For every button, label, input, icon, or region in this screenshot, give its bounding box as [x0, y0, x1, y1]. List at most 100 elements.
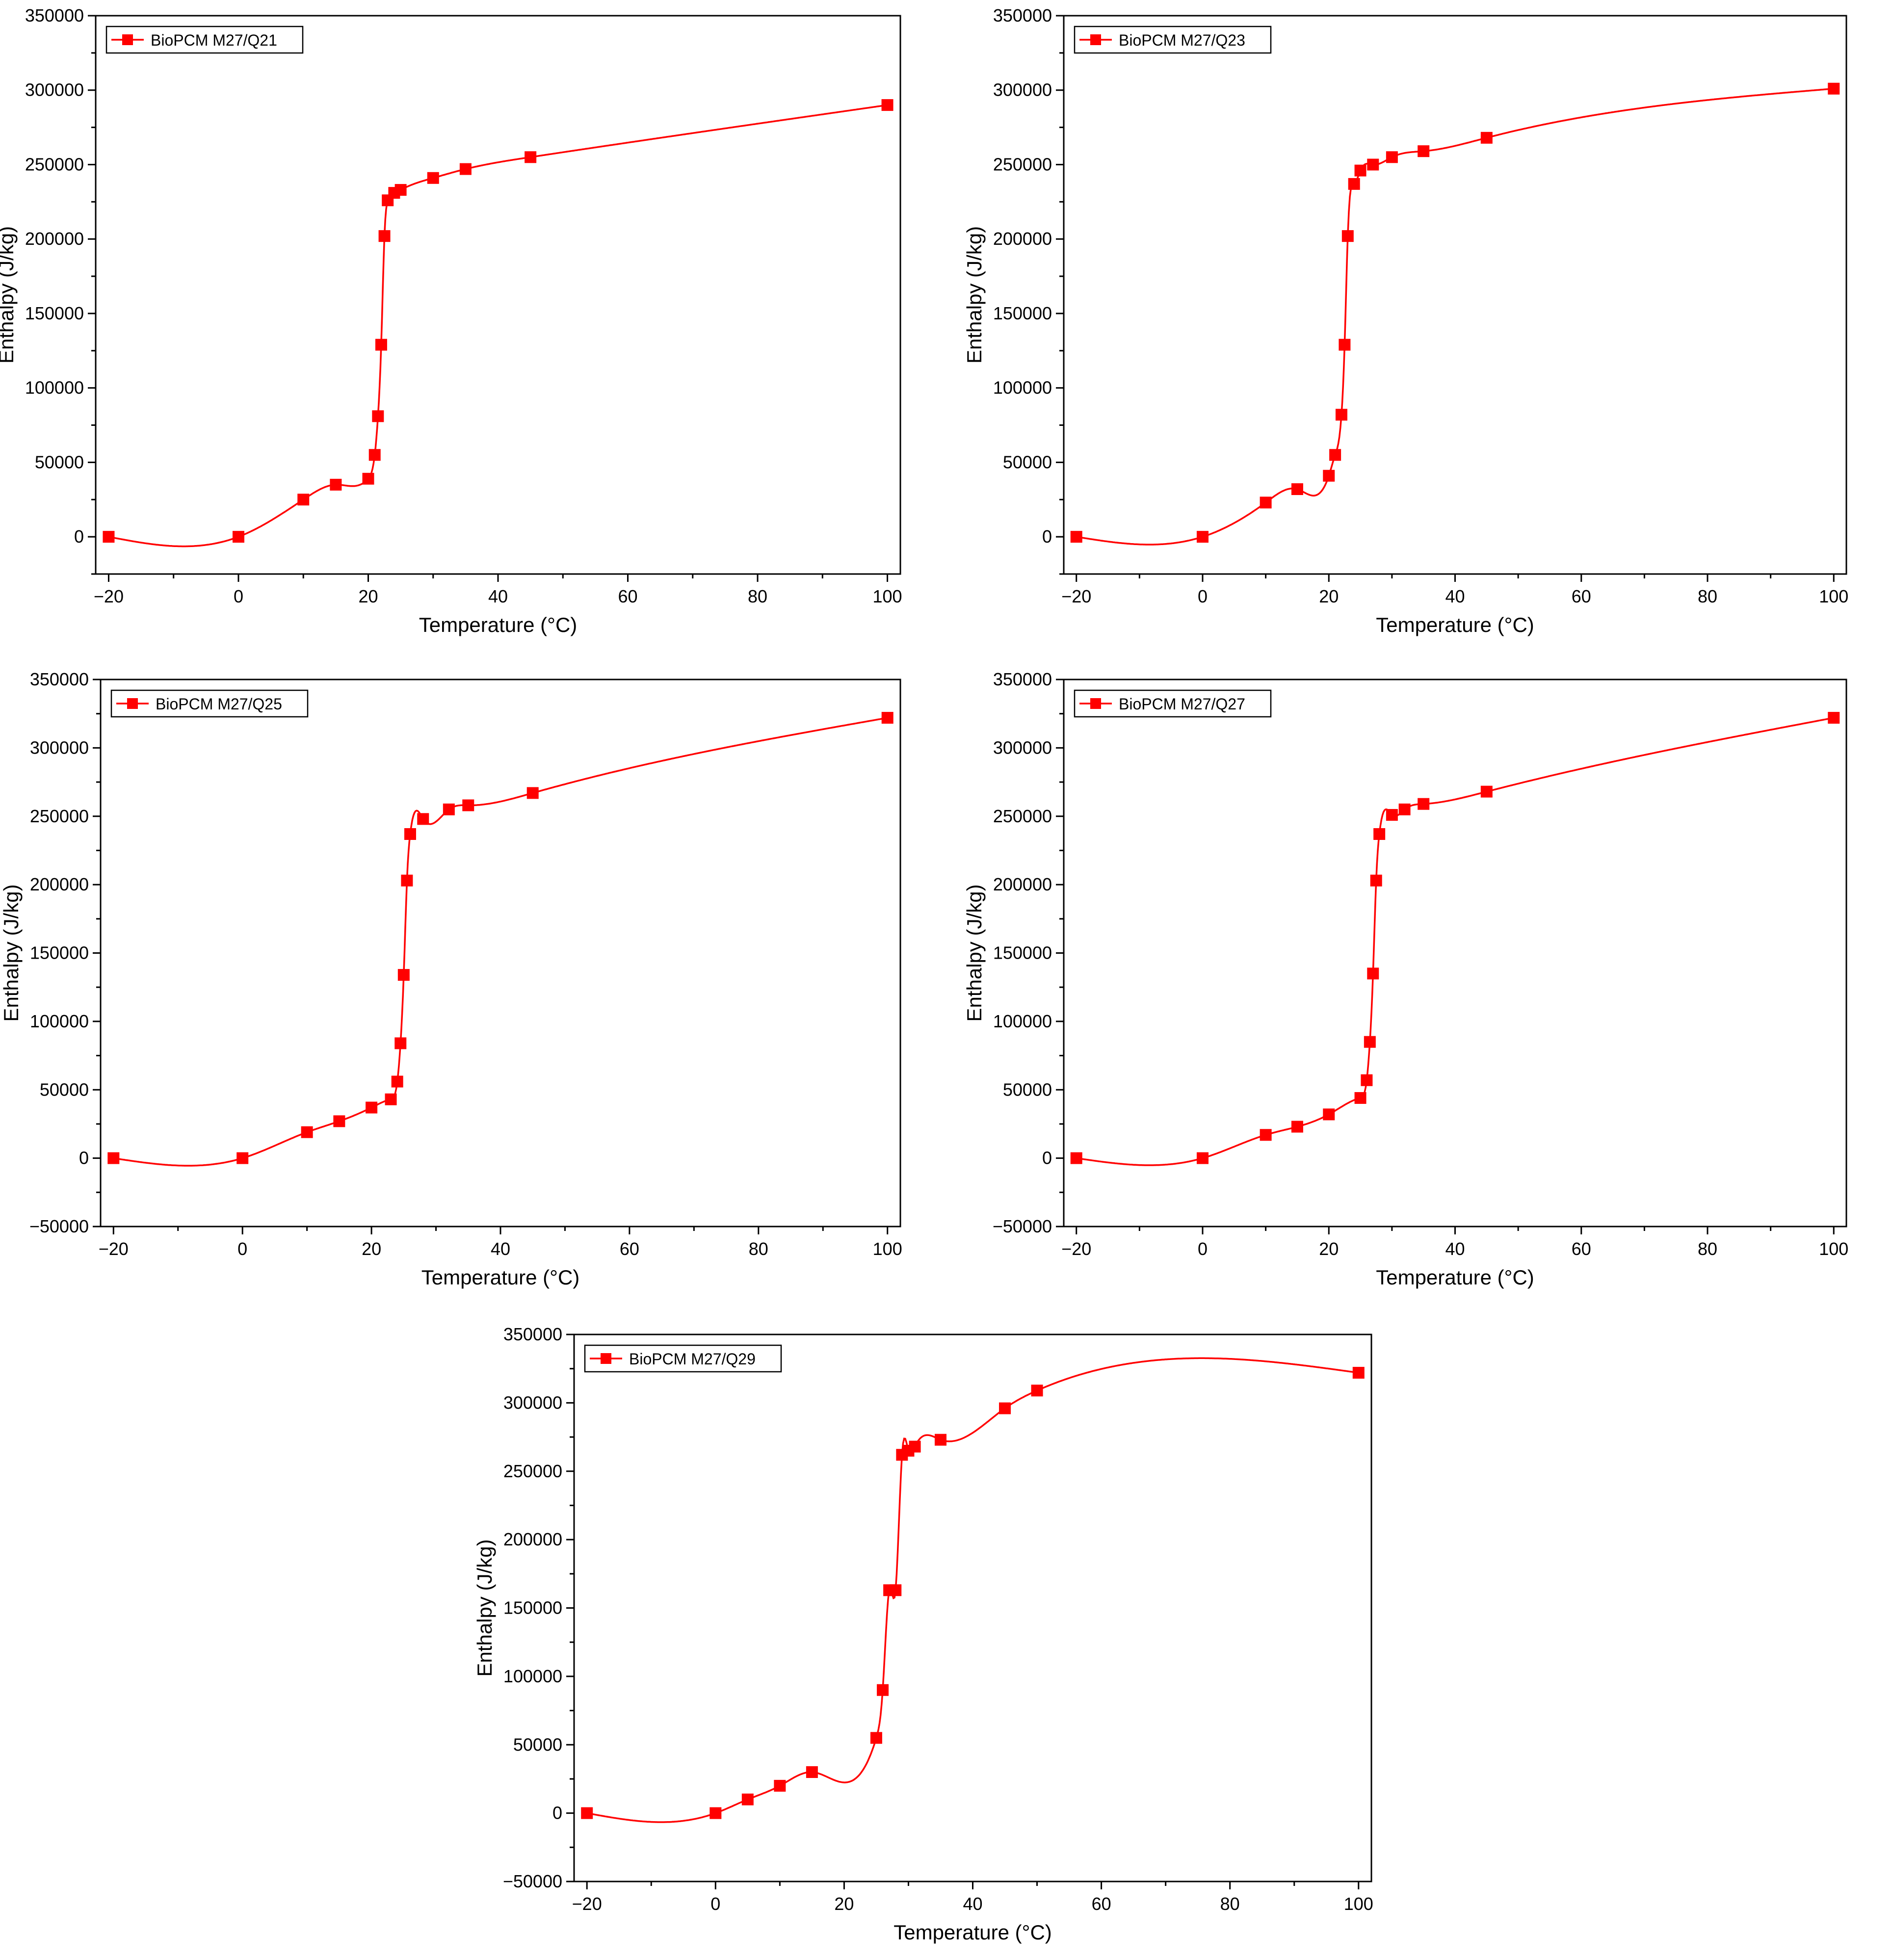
x-tick-label: 0 [234, 586, 243, 606]
data-point-marker [1418, 798, 1430, 810]
y-tick-label: 200000 [503, 1529, 562, 1549]
y-tick-label: 0 [74, 526, 84, 547]
y-tick-label: 100000 [993, 1011, 1052, 1031]
y-tick-label: −50000 [29, 1216, 89, 1236]
y-tick-label: 0 [1042, 526, 1052, 547]
series-line [108, 104, 888, 548]
x-tick-label: 100 [873, 1239, 902, 1259]
data-point-marker [1196, 531, 1209, 543]
data-point-marker [881, 99, 893, 111]
y-tick-label: −50000 [503, 1871, 562, 1891]
data-point-marker [1361, 1074, 1373, 1086]
y-tick-label: 0 [1042, 1148, 1052, 1168]
y-tick-label: 300000 [993, 80, 1052, 100]
data-point-marker [1341, 230, 1354, 242]
data-point-marker [1260, 1129, 1272, 1141]
y-tick-label: 100000 [30, 1011, 89, 1031]
y-tick-label: 250000 [30, 806, 89, 826]
x-tick-label: 80 [748, 586, 767, 606]
y-tick-label: 250000 [25, 154, 84, 174]
x-tick-label: 60 [1572, 586, 1591, 606]
x-tick-label: 40 [963, 1894, 982, 1914]
y-tick-label: 150000 [503, 1598, 562, 1618]
x-axis-title: Temperature (°C) [1376, 1266, 1534, 1289]
legend-box [110, 689, 309, 718]
y-tick-label: 50000 [40, 1079, 89, 1099]
y-tick-label: 0 [552, 1803, 562, 1823]
x-tick-label: −20 [572, 1894, 602, 1914]
x-tick-label: 40 [488, 586, 508, 606]
x-tick-label: −20 [1061, 586, 1091, 606]
y-tick-label: 300000 [30, 737, 89, 758]
x-tick-label: 40 [1445, 586, 1465, 606]
x-tick-label: 100 [873, 586, 902, 606]
x-axis-title: Temperature (°C) [893, 1921, 1052, 1944]
x-tick-label: 100 [1819, 586, 1848, 606]
y-axis-title: Enthalpy (J/kg) [963, 884, 986, 1021]
y-tick-label: 50000 [35, 452, 84, 472]
data-point-marker [1196, 1152, 1209, 1164]
y-tick-label: 300000 [503, 1392, 562, 1412]
series-line [1076, 717, 1834, 1166]
y-tick-label: 50000 [1003, 452, 1052, 472]
x-tick-label: 20 [834, 1894, 854, 1914]
data-point-marker [774, 1779, 786, 1792]
chart-panel-q25: −20 0 20 40 60 80 100 −50000 0 50000 100000 150000 2… [0, 653, 946, 1305]
data-point-marker [297, 494, 310, 506]
data-point-marker [397, 969, 410, 981]
data-point-marker [443, 803, 455, 815]
data-point-marker [385, 1093, 397, 1105]
data-point-marker [417, 813, 429, 825]
data-point-marker [741, 1793, 754, 1805]
y-tick-label: 150000 [993, 943, 1052, 963]
x-tick-label: 40 [1445, 1239, 1465, 1259]
y-tick-label: 350000 [993, 5, 1052, 26]
y-tick-label: 350000 [993, 669, 1052, 689]
data-point-marker [462, 799, 474, 811]
data-point-marker [1335, 409, 1347, 421]
data-point-marker [378, 230, 391, 242]
chart-svg-q29: −20 0 20 40 60 80 100 −50000 0 50000 100000 150000 2… [473, 1324, 1373, 1944]
y-tick-label: 150000 [25, 303, 84, 323]
data-point-marker [236, 1152, 249, 1164]
y-tick-label: 100000 [25, 378, 84, 398]
data-point-marker [362, 472, 374, 485]
data-point-marker [1323, 1108, 1335, 1121]
data-point-marker [1339, 339, 1351, 351]
x-tick-label: 100 [1819, 1239, 1848, 1259]
y-tick-label: 350000 [503, 1324, 562, 1344]
x-tick-label: −20 [94, 586, 124, 606]
legend-marker-swatch [122, 34, 133, 45]
chart-svg-q27: −20 0 20 40 60 80 100 −50000 0 50000 100000 150000 2… [963, 669, 1848, 1289]
data-point-marker [1260, 497, 1272, 509]
x-tick-label: 0 [1198, 586, 1208, 606]
x-tick-label: 60 [1092, 1894, 1111, 1914]
data-point-marker [1031, 1385, 1043, 1397]
data-point-marker [1291, 1121, 1303, 1133]
x-tick-label: 100 [1344, 1894, 1373, 1914]
plot-frame [1063, 679, 1847, 1228]
y-tick-label: 300000 [25, 80, 84, 100]
data-point-marker [525, 151, 537, 163]
data-point-marker [368, 449, 381, 461]
series-line [113, 717, 888, 1167]
legend-marker-swatch [1090, 698, 1101, 709]
x-tick-label: −20 [99, 1239, 129, 1259]
data-point-marker [909, 1440, 921, 1453]
y-tick-label: 100000 [993, 378, 1052, 398]
data-point-marker [333, 1115, 345, 1127]
y-tick-label: 150000 [30, 943, 89, 963]
plot-frame [1063, 15, 1847, 575]
plot-frame [573, 1333, 1372, 1882]
data-point-marker [1418, 145, 1430, 157]
data-point-marker [1480, 785, 1493, 798]
x-tick-label: 60 [618, 586, 637, 606]
y-tick-label: 350000 [25, 5, 84, 26]
legend-marker-swatch [1090, 34, 1101, 45]
data-point-marker [1070, 1152, 1082, 1164]
data-point-marker [394, 1037, 407, 1049]
x-tick-label: −20 [1061, 1239, 1091, 1259]
data-point-marker [330, 478, 342, 491]
y-tick-label: 250000 [993, 806, 1052, 826]
